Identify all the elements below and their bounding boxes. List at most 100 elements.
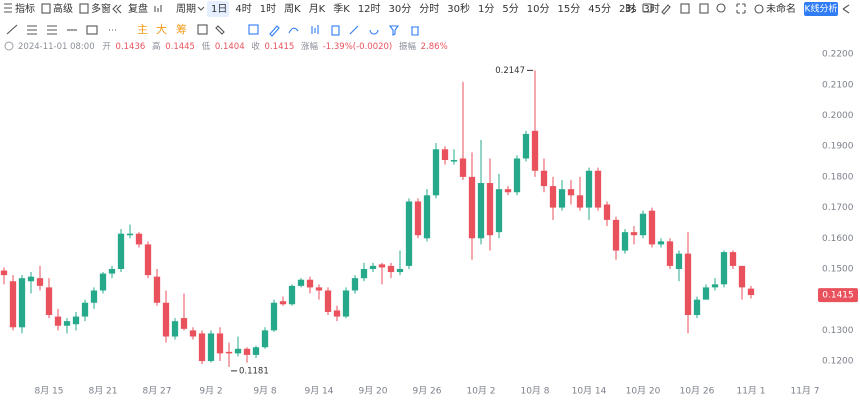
period-option[interactable]: 4时 — [235, 3, 251, 15]
info-value: 0.1445 — [165, 42, 195, 52]
period-option[interactable]: 周K — [284, 3, 301, 15]
menu-item[interactable]: 高级 — [53, 2, 73, 15]
x-tick-label: 10月 26 — [680, 386, 715, 397]
candle-body — [567, 189, 575, 196]
candle-body — [387, 265, 395, 273]
x-tick-label: 9月 8 — [253, 386, 277, 397]
candle-body — [549, 186, 557, 208]
y-tick-label: 0.1700 — [822, 203, 854, 213]
candle-body — [63, 321, 71, 326]
x-tick-label: 11月 1 — [736, 386, 765, 397]
candle-body — [135, 233, 143, 245]
drawing-toolbar: 主 大 筹 — [6, 22, 419, 37]
period-option[interactable]: 12时 — [358, 3, 381, 15]
last-price-label: 0.1415 — [822, 291, 854, 301]
candle-body — [729, 252, 737, 266]
indicator-toggle[interactable]: 主 — [137, 23, 148, 36]
x-tick-label: 11月 7 — [790, 386, 819, 397]
period-option[interactable]: 1分 — [478, 3, 494, 15]
toolbar-icons — [4, 3, 205, 14]
candle-body — [72, 316, 80, 325]
candle-body — [648, 210, 656, 245]
candle-body — [261, 330, 269, 348]
period-option[interactable]: 30分 — [389, 3, 412, 15]
candle-body — [315, 287, 323, 291]
indicator-labels: 主 大 筹 — [137, 22, 187, 36]
candle-body — [657, 241, 665, 245]
menu-item[interactable]: 周期 — [176, 3, 196, 15]
candle-body — [306, 279, 314, 288]
candle-body — [27, 276, 35, 282]
speed[interactable]: 3s — [625, 4, 637, 15]
candle-body — [36, 278, 44, 286]
candle-body — [585, 170, 593, 208]
period-option[interactable]: 季K — [333, 3, 350, 15]
layout-name[interactable]: 未命名 — [766, 2, 796, 15]
toolbar-right-icons — [642, 3, 850, 15]
y-tick-label: 0.1600 — [822, 234, 854, 244]
candle-body — [99, 273, 107, 291]
candle-body — [432, 149, 440, 196]
info-value: 2.86% — [421, 42, 448, 52]
candle-body — [126, 233, 134, 236]
period-option[interactable]: 5分 — [502, 3, 518, 15]
candle-body — [711, 284, 719, 288]
x-tick-label: 10月 20 — [626, 386, 661, 397]
indicator-toggle[interactable]: 大 — [156, 22, 167, 36]
last-price-tag — [818, 288, 858, 303]
info-value: 0.1436 — [116, 42, 146, 52]
candle-body — [576, 195, 584, 208]
period-option[interactable]: 2时 — [619, 3, 635, 15]
indicator-toggle[interactable]: 筹 — [176, 22, 187, 36]
x-tick-label: 8月 15 — [34, 386, 63, 397]
candle-body — [504, 189, 512, 193]
x-tick-label: 10月 14 — [572, 386, 607, 397]
analysis-label[interactable]: K线分析 — [805, 3, 838, 15]
analysis-button[interactable] — [804, 2, 838, 16]
candle-body — [405, 201, 413, 266]
candle-body — [450, 160, 458, 162]
candle-body — [513, 158, 521, 193]
candle-body — [603, 204, 611, 220]
menu-item[interactable]: 指标 — [15, 2, 35, 15]
candle-body — [360, 268, 368, 279]
period-option[interactable]: 10分 — [527, 3, 550, 15]
x-tick-label: 9月 26 — [412, 386, 441, 397]
toolbar-left: 指标 高级 多窗 复盘 周期 — [15, 2, 196, 15]
candle-body — [117, 233, 125, 269]
y-tick-label: 0.1900 — [822, 142, 854, 152]
period-option[interactable]: 1时 — [260, 3, 276, 15]
candle-body — [378, 264, 386, 268]
period-option[interactable]: 月K — [309, 3, 326, 15]
candle-body — [702, 287, 710, 300]
candle-body — [180, 318, 188, 329]
menu-item[interactable]: 复盘 — [128, 2, 148, 15]
period-option[interactable]: 1日 — [211, 4, 227, 15]
candle-body — [297, 279, 305, 286]
period-option[interactable]: 15分 — [558, 3, 581, 15]
candle-body — [639, 213, 647, 236]
period-option[interactable]: 分时 — [419, 3, 439, 15]
info-value: -1.39%(-0.0020) — [323, 42, 393, 52]
x-tick-label: 9月 14 — [304, 386, 333, 397]
info-toggle[interactable] — [4, 41, 14, 51]
period-option[interactable]: 30秒 — [447, 2, 470, 15]
info-label: 收 — [251, 41, 260, 52]
x-tick-label: 8月 21 — [88, 386, 117, 397]
candle-body — [153, 276, 161, 303]
y-tick-label: 0.1800 — [822, 172, 854, 182]
candle-body — [747, 288, 755, 296]
min-label: 0.1181 — [239, 366, 269, 376]
candle-body — [270, 302, 278, 331]
candle-body — [54, 316, 62, 326]
menu-item[interactable]: 多窗 — [91, 2, 111, 15]
candle-body — [81, 302, 89, 317]
candle-body — [243, 348, 251, 355]
candle-body — [495, 189, 503, 233]
max-label: 0.2147 — [495, 66, 525, 76]
info-label: 振幅 — [399, 41, 417, 52]
y-tick-label: 0.2200 — [822, 50, 854, 60]
y-tick-label: 0.2000 — [822, 111, 854, 121]
y-tick-label: 0.2100 — [822, 80, 854, 90]
period-option[interactable]: 45分 — [588, 3, 611, 15]
